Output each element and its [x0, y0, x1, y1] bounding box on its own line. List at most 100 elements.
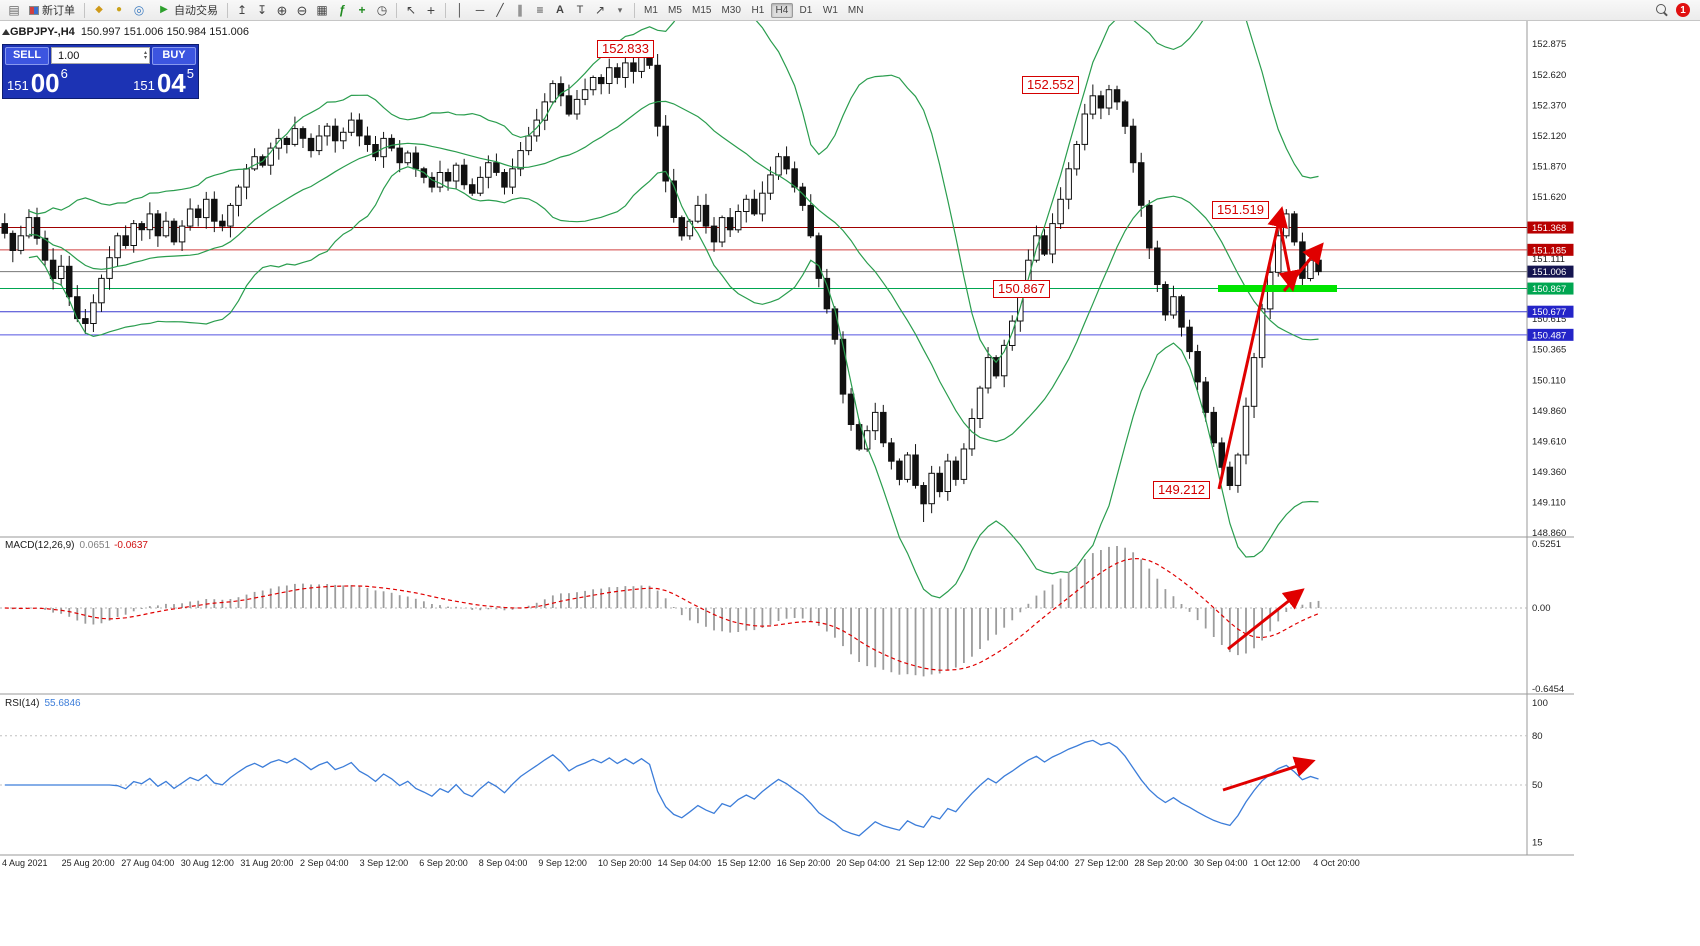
svg-text:4 Oct 20:00: 4 Oct 20:00 [1313, 858, 1360, 868]
price-annotation[interactable]: 150.867 [993, 280, 1050, 298]
accounts-icon[interactable] [110, 2, 128, 19]
timeframe-m15[interactable]: M15 [692, 4, 712, 16]
svg-text:151.620: 151.620 [1532, 192, 1566, 203]
label-tool-icon[interactable] [571, 2, 589, 19]
svg-text:21 Sep 12:00: 21 Sep 12:00 [896, 858, 950, 868]
svg-text:15 Sep 12:00: 15 Sep 12:00 [717, 858, 771, 868]
vertical-line-tool-icon[interactable] [451, 2, 469, 19]
timeframe-d1[interactable]: D1 [799, 4, 813, 16]
arrows-dropdown-icon[interactable] [611, 2, 629, 19]
buy-price-sup: 5 [186, 66, 194, 81]
price-annotation[interactable]: 152.552 [1022, 76, 1079, 94]
fibonacci-tool-icon[interactable] [531, 2, 549, 19]
buy-price-main: 04 [156, 68, 186, 98]
price-annotation[interactable]: 151.519 [1212, 201, 1269, 219]
svg-text:24 Sep 04:00: 24 Sep 04:00 [1015, 858, 1069, 868]
buy-button[interactable]: BUY [152, 46, 196, 65]
ohlc-values: 150.997 151.006 150.984 151.006 [80, 26, 250, 38]
rsi-value: 55.6846 [44, 698, 81, 709]
timeframe-h4[interactable]: H4 [770, 2, 793, 18]
crosshair-tool-icon[interactable] [422, 2, 440, 19]
add-indicator-icon[interactable] [353, 2, 371, 19]
price-chart-canvas[interactable]: 152.875 152.620 152.370 152.120 151.870 151.6… [0, 21, 1700, 946]
svg-text:25 Aug 20:00: 25 Aug 20:00 [62, 858, 115, 868]
buy-price[interactable]: 151 04 5 [101, 66, 194, 98]
tile-windows-icon[interactable] [313, 2, 331, 19]
macd-signal-value: -0.0637 [114, 540, 148, 551]
timeframe-m30[interactable]: M30 [721, 4, 741, 16]
svg-text:30 Sep 04:00: 30 Sep 04:00 [1194, 858, 1248, 868]
timeframe-mn[interactable]: MN [847, 4, 864, 16]
sell-price-sup: 6 [60, 66, 68, 81]
indicators-icon[interactable] [333, 2, 351, 19]
svg-text:151.870: 151.870 [1532, 161, 1566, 172]
svg-text:9 Sep 12:00: 9 Sep 12:00 [538, 858, 587, 868]
sell-button[interactable]: SELL [5, 46, 49, 65]
terminal-icon[interactable] [130, 2, 148, 19]
price-annotation[interactable]: 152.833 [597, 40, 654, 58]
svg-text:152.620: 152.620 [1532, 70, 1566, 81]
new-order-button[interactable]: 新订单 [24, 2, 80, 19]
volume-spinner[interactable] [144, 51, 147, 61]
price-annotation[interactable]: 149.212 [1153, 481, 1210, 499]
chart-info: GBPJPY-,H4 150.997 151.006 150.984 151.00… [10, 26, 249, 38]
notification-badge[interactable]: 1 [1676, 3, 1690, 17]
svg-text:30 Aug 12:00: 30 Aug 12:00 [181, 858, 234, 868]
bollinger-bands [28, 21, 1319, 599]
rsi-name: RSI(14) [5, 698, 40, 709]
svg-text:0.00: 0.00 [1532, 603, 1551, 614]
svg-text:3 Sep 12:00: 3 Sep 12:00 [360, 858, 409, 868]
svg-text:150.615: 150.615 [1532, 314, 1566, 325]
trendline-tool-icon[interactable] [491, 2, 509, 19]
svg-text:20 Sep 04:00: 20 Sep 04:00 [836, 858, 890, 868]
timeframe-h1[interactable]: H1 [751, 4, 765, 16]
svg-text:15: 15 [1532, 837, 1543, 848]
svg-text:150.110: 150.110 [1532, 376, 1566, 387]
rsi-panel: 100 80 50 15 [0, 698, 1548, 848]
sell-price-main: 00 [30, 68, 60, 98]
svg-text:31 Aug 20:00: 31 Aug 20:00 [240, 858, 293, 868]
toolbar-separator [445, 2, 446, 18]
one-click-collapse-icon[interactable] [2, 29, 10, 35]
arrows-tool-icon[interactable] [591, 2, 609, 19]
cursor-tool-icon[interactable] [402, 2, 420, 19]
zoom-in-icon[interactable] [273, 2, 291, 19]
svg-text:100: 100 [1532, 698, 1548, 709]
svg-text:150.487: 150.487 [1532, 330, 1566, 341]
timeframe-m1[interactable]: M1 [644, 4, 658, 16]
svg-text:10 Sep 20:00: 10 Sep 20:00 [598, 858, 652, 868]
horizontal-line-tool-icon[interactable] [471, 2, 489, 19]
text-tool-icon[interactable] [551, 2, 569, 19]
auto-trading-button[interactable]: 自动交易 [149, 2, 223, 19]
candle-chart-icon[interactable] [253, 2, 271, 19]
svg-text:151.006: 151.006 [1532, 267, 1566, 278]
svg-text:149.610: 149.610 [1532, 437, 1566, 448]
bar-chart-icon[interactable] [233, 2, 251, 19]
svg-text:152.370: 152.370 [1532, 101, 1566, 112]
svg-text:14 Sep 04:00: 14 Sep 04:00 [658, 858, 712, 868]
svg-text:152.875: 152.875 [1532, 39, 1566, 50]
new-order-icon [29, 5, 39, 15]
timeframe-w1[interactable]: W1 [822, 4, 838, 16]
period-icon[interactable] [373, 2, 391, 19]
svg-text:2 Sep 04:00: 2 Sep 04:00 [300, 858, 349, 868]
chart-window-icon[interactable] [5, 2, 23, 19]
auto-trading-label: 自动交易 [174, 5, 218, 17]
new-order-label: 新订单 [42, 5, 75, 17]
zoom-out-icon[interactable] [293, 2, 311, 19]
svg-text:4 Aug 2021: 4 Aug 2021 [2, 858, 48, 868]
sell-price[interactable]: 151 00 6 [7, 66, 101, 98]
channel-tool-icon[interactable] [511, 2, 529, 19]
volume-input[interactable]: 1.00 [51, 47, 150, 64]
price-axis: 152.875 152.620 152.370 152.120 151.870 151.6… [1527, 39, 1574, 539]
svg-text:150.867: 150.867 [1532, 284, 1566, 295]
search-icon[interactable] [1653, 2, 1671, 19]
svg-text:50: 50 [1532, 780, 1543, 791]
svg-text:80: 80 [1532, 731, 1543, 742]
chart-frame [0, 21, 1574, 856]
timeframe-m5[interactable]: M5 [668, 4, 682, 16]
market-watch-icon[interactable] [90, 2, 108, 19]
svg-text:0.5251: 0.5251 [1532, 539, 1561, 550]
